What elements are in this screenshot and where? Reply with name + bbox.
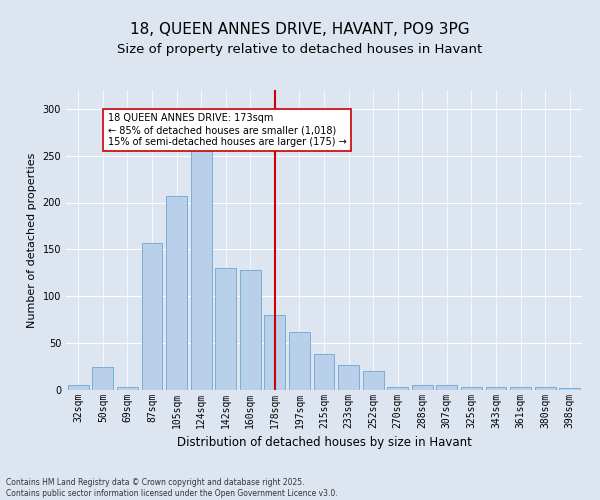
Bar bbox=[240, 270, 261, 390]
Bar bbox=[362, 371, 383, 390]
Bar bbox=[68, 386, 89, 390]
Text: Size of property relative to detached houses in Havant: Size of property relative to detached ho… bbox=[118, 42, 482, 56]
Bar bbox=[461, 387, 482, 390]
Bar bbox=[117, 387, 138, 390]
Bar bbox=[338, 364, 359, 390]
Text: 18 QUEEN ANNES DRIVE: 173sqm
← 85% of detached houses are smaller (1,018)
15% of: 18 QUEEN ANNES DRIVE: 173sqm ← 85% of de… bbox=[108, 114, 347, 146]
Bar bbox=[436, 386, 457, 390]
Text: Contains HM Land Registry data © Crown copyright and database right 2025.
Contai: Contains HM Land Registry data © Crown c… bbox=[6, 478, 338, 498]
Bar bbox=[289, 332, 310, 390]
Bar bbox=[485, 387, 506, 390]
Bar bbox=[142, 243, 163, 390]
Bar bbox=[215, 268, 236, 390]
Bar bbox=[510, 387, 531, 390]
Bar bbox=[559, 388, 580, 390]
Bar bbox=[166, 196, 187, 390]
X-axis label: Distribution of detached houses by size in Havant: Distribution of detached houses by size … bbox=[176, 436, 472, 450]
Bar bbox=[265, 315, 286, 390]
Bar bbox=[191, 148, 212, 390]
Y-axis label: Number of detached properties: Number of detached properties bbox=[27, 152, 37, 328]
Bar bbox=[314, 354, 334, 390]
Bar bbox=[92, 366, 113, 390]
Bar bbox=[535, 387, 556, 390]
Bar bbox=[412, 386, 433, 390]
Text: 18, QUEEN ANNES DRIVE, HAVANT, PO9 3PG: 18, QUEEN ANNES DRIVE, HAVANT, PO9 3PG bbox=[130, 22, 470, 38]
Bar bbox=[387, 387, 408, 390]
